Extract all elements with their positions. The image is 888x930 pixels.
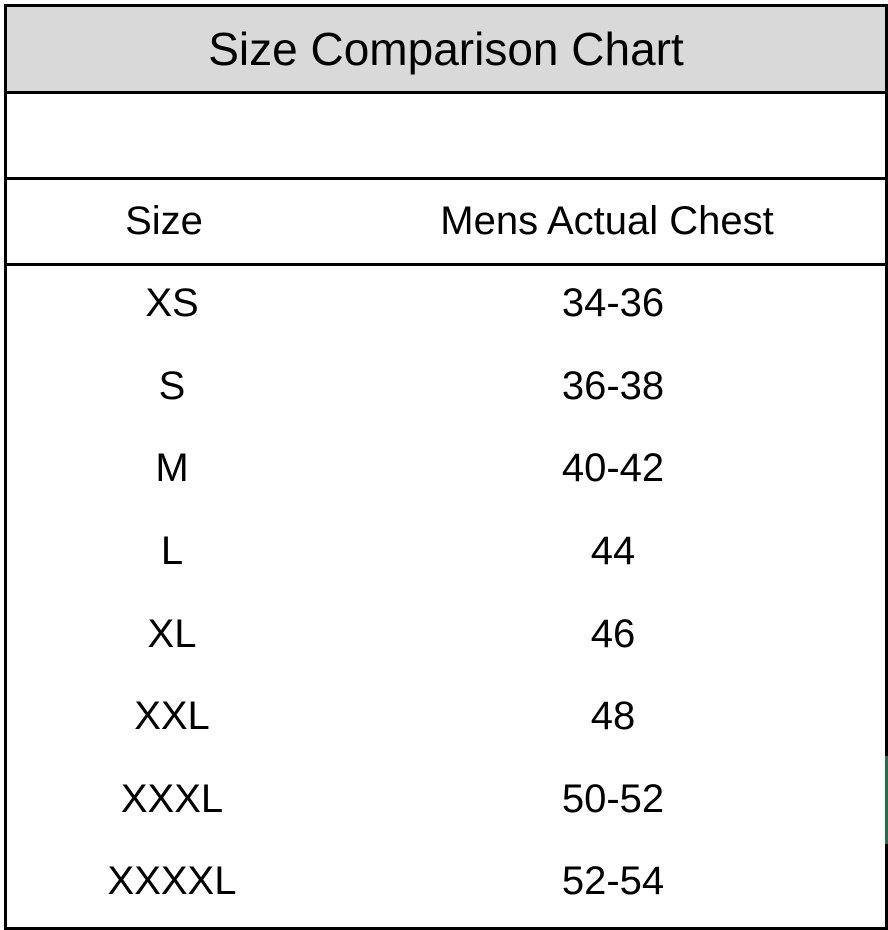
chest-cell: 40-42	[561, 446, 665, 491]
size-cell: L	[160, 528, 184, 573]
size-cell: M	[155, 446, 189, 491]
size-cell: XXL	[134, 694, 210, 739]
size-cell: XL	[147, 611, 197, 656]
table-title: Size Comparison Chart	[208, 23, 684, 75]
chest-cell: 46	[590, 611, 636, 656]
chest-cell: 44	[590, 528, 636, 573]
chest-cell: 48	[590, 694, 636, 739]
chest-cell: 52-54	[561, 859, 665, 904]
chest-cell: 34-36	[561, 281, 665, 325]
column-header: Size	[125, 199, 203, 243]
size-cell: S	[158, 363, 186, 408]
table: Size Comparison Chart Size Mens Actual Ch…	[4, 4, 888, 930]
size-cell: XXXL	[120, 776, 224, 821]
chest-cell: 50-52	[561, 776, 665, 821]
header-row: Size Mens Actual Chest	[7, 180, 885, 266]
size-cell: XXXXL	[107, 859, 237, 904]
size-cell: XS	[145, 281, 199, 325]
chest-cell: 36-38	[561, 363, 665, 408]
empty-row	[7, 94, 885, 180]
column-header: Mens Actual Chest	[440, 199, 774, 243]
title-row: Size Comparison Chart	[7, 7, 885, 94]
sheet-edge-accent	[885, 756, 888, 844]
